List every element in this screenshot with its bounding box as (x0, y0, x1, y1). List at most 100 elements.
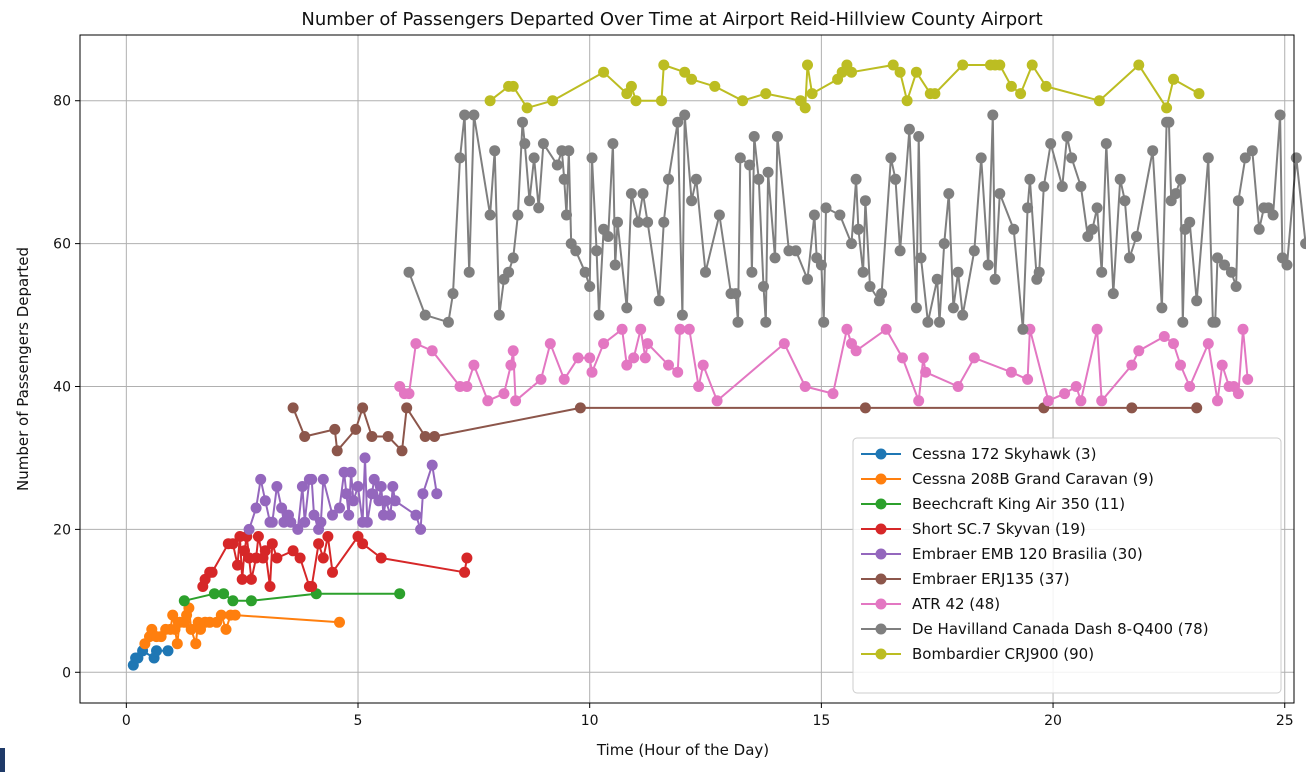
data-point (846, 66, 857, 78)
data-point (1168, 338, 1179, 350)
data-point (943, 188, 955, 200)
data-point (1191, 402, 1203, 414)
data-point (846, 238, 857, 250)
data-point (1232, 388, 1244, 400)
series-group (243, 452, 443, 535)
data-point (732, 316, 744, 328)
data-point (894, 245, 906, 257)
series-group (403, 109, 1306, 335)
data-point (419, 309, 431, 321)
data-point (700, 266, 711, 278)
data-point (857, 266, 869, 278)
data-point (586, 366, 598, 378)
data-point (507, 80, 519, 92)
data-point (252, 531, 264, 542)
data-point (503, 266, 515, 278)
data-point (1126, 359, 1138, 371)
data-point (1033, 266, 1045, 278)
data-point (658, 59, 670, 71)
data-point (987, 109, 999, 121)
data-point (679, 66, 691, 78)
legend-label: Embraer ERJ135 (37) (912, 570, 1070, 588)
data-point (340, 488, 352, 500)
data-point (711, 395, 723, 407)
data-point (447, 288, 459, 300)
data-point (758, 281, 769, 292)
series-line (408, 114, 1306, 331)
data-point (934, 316, 945, 328)
data-point (1184, 216, 1196, 228)
data-point (639, 352, 651, 364)
data-point (802, 59, 813, 71)
data-point (361, 516, 373, 528)
data-point (642, 216, 654, 228)
data-point (841, 323, 853, 335)
data-point (484, 95, 496, 107)
data-point (229, 609, 241, 621)
data-point (350, 423, 362, 435)
x-axis-label: Time (Hour of the Day) (596, 741, 769, 759)
data-point (1225, 266, 1237, 278)
data-point (403, 388, 415, 400)
data-point (1091, 202, 1103, 214)
data-point (505, 359, 517, 371)
data-point (1096, 266, 1108, 278)
data-point (1005, 80, 1017, 92)
data-point (616, 323, 628, 335)
data-point (190, 638, 202, 650)
data-point (380, 495, 392, 507)
data-point (1024, 173, 1036, 185)
data-point (1147, 145, 1159, 157)
data-point (737, 95, 749, 107)
data-point (947, 302, 959, 314)
data-point (1219, 259, 1230, 271)
data-point (220, 623, 232, 635)
data-point (915, 252, 927, 264)
data-point (630, 95, 642, 107)
data-point (185, 623, 197, 635)
data-point (1156, 302, 1168, 314)
data-point (686, 73, 698, 85)
legend-item: De Havilland Canada Dash 8-Q400 (78) (861, 620, 1209, 638)
legend-marker (875, 623, 887, 635)
data-point (507, 345, 519, 357)
data-point (442, 316, 454, 328)
data-point (544, 338, 556, 350)
legend-marker (875, 573, 887, 585)
data-point (1045, 138, 1057, 150)
data-point (748, 131, 760, 142)
data-point (1274, 109, 1286, 121)
data-point (834, 209, 846, 221)
data-point (574, 402, 586, 414)
x-tick-label: 25 (1276, 713, 1294, 729)
legend-item: Bombardier CRJ900 (90) (861, 645, 1094, 663)
data-point (938, 238, 950, 250)
legend-label: De Havilland Canada Dash 8-Q400 (78) (912, 620, 1209, 638)
series-group (197, 531, 473, 592)
data-point (1091, 323, 1103, 335)
legend-label: Cessna 172 Skyhawk (3) (912, 445, 1096, 463)
data-point (686, 195, 698, 207)
legend-marker (875, 648, 887, 660)
data-point (621, 302, 633, 314)
data-point (517, 116, 528, 128)
data-point (401, 402, 413, 414)
data-point (1290, 152, 1302, 164)
data-point (957, 309, 969, 321)
data-point (357, 402, 369, 414)
data-point (315, 516, 327, 528)
data-point (880, 323, 892, 335)
data-point (625, 188, 637, 200)
data-point (1096, 395, 1108, 407)
data-point (753, 173, 765, 185)
data-point (897, 352, 908, 364)
data-point (463, 266, 475, 278)
y-tick-label: 80 (53, 94, 71, 110)
data-point (690, 173, 702, 185)
data-point (1038, 181, 1050, 192)
data-point (329, 423, 341, 435)
legend-item: Embraer ERJ135 (37) (861, 570, 1070, 588)
data-point (679, 109, 691, 121)
legend-label: Embraer EMB 120 Brasilia (30) (912, 545, 1143, 563)
